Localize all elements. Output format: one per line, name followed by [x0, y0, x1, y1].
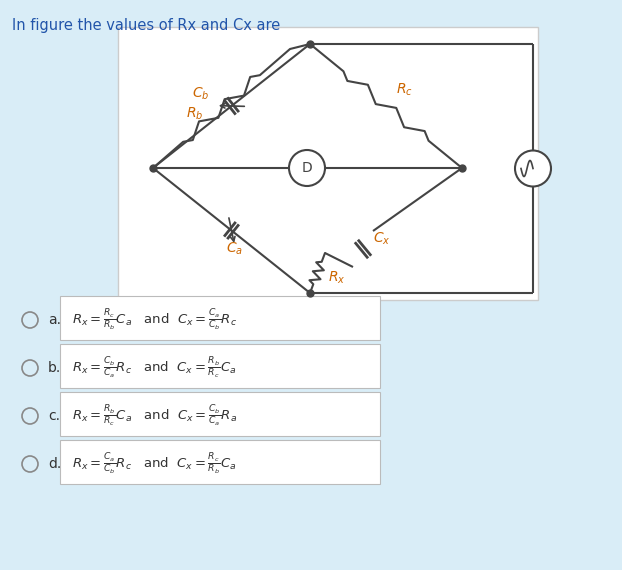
Text: $R_c$: $R_c$ — [396, 82, 413, 98]
Text: d.: d. — [48, 457, 61, 471]
Circle shape — [289, 150, 325, 186]
Text: c.: c. — [48, 409, 60, 423]
Text: a.: a. — [48, 313, 61, 327]
Text: $R_b$: $R_b$ — [187, 105, 204, 122]
Text: D: D — [302, 161, 312, 175]
FancyBboxPatch shape — [118, 27, 538, 300]
Text: $C_b$: $C_b$ — [192, 86, 209, 102]
Text: $C_a$: $C_a$ — [226, 241, 243, 256]
Text: In figure the values of Rx and Cx are: In figure the values of Rx and Cx are — [12, 18, 281, 33]
FancyBboxPatch shape — [60, 392, 380, 436]
Text: b.: b. — [48, 361, 61, 375]
Text: $R_x = \frac{R_c}{R_b} C_a$   and  $C_x = \frac{C_a}{C_b} R_c$: $R_x = \frac{R_c}{R_b} C_a$ and $C_x = \… — [72, 307, 237, 332]
FancyBboxPatch shape — [60, 440, 380, 484]
Circle shape — [515, 150, 551, 186]
Text: $C_x$: $C_x$ — [373, 231, 391, 247]
Text: $R_x = \frac{C_b}{C_a} R_c$   and  $C_x = \frac{R_b}{R_c} C_a$: $R_x = \frac{C_b}{C_a} R_c$ and $C_x = \… — [72, 356, 236, 381]
Text: $R_x = \frac{R_b}{R_c} C_a$   and  $C_x = \frac{C_b}{C_a} R_a$: $R_x = \frac{R_b}{R_c} C_a$ and $C_x = \… — [72, 404, 237, 429]
FancyBboxPatch shape — [60, 344, 380, 388]
Text: $R_x = \frac{C_a}{C_b} R_c$   and  $C_x = \frac{R_c}{R_b} C_a$: $R_x = \frac{C_a}{C_b} R_c$ and $C_x = \… — [72, 451, 236, 477]
FancyBboxPatch shape — [60, 296, 380, 340]
Text: $R_x$: $R_x$ — [328, 270, 345, 286]
